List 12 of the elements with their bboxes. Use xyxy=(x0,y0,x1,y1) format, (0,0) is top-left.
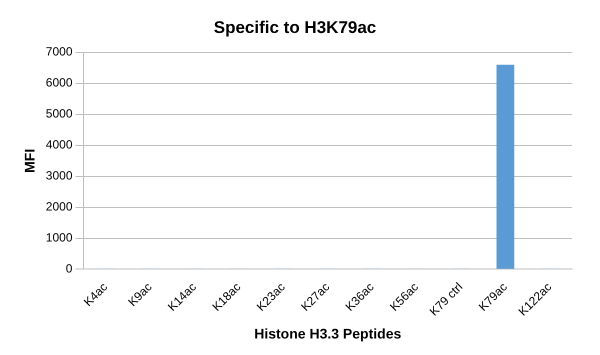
y-tick-label: 2000 xyxy=(46,200,73,214)
x-axis-title: Histone H3.3 Peptides xyxy=(254,325,402,342)
y-tick-label: 3000 xyxy=(46,168,73,183)
x-tick-label: K79 ctrl xyxy=(426,280,466,319)
y-tick-label: 7000 xyxy=(46,44,73,59)
y-axis-title: MFI xyxy=(21,148,38,173)
chart-title: Specific to H3K79ac xyxy=(214,18,376,37)
y-tick-label: 0 xyxy=(66,262,73,276)
y-tick-label: 5000 xyxy=(46,106,73,121)
y-tick-label: 4000 xyxy=(46,138,73,152)
y-tick-label: 6000 xyxy=(46,76,73,90)
y-tick-label: 1000 xyxy=(46,230,73,245)
